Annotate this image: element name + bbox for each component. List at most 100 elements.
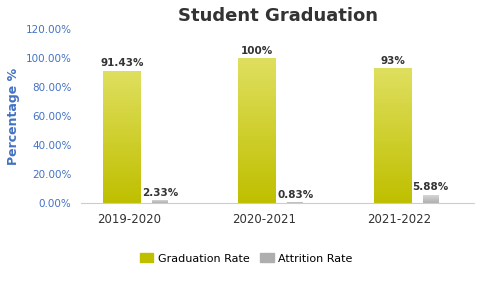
Bar: [238, 157, 276, 160]
Bar: [103, 118, 141, 121]
Bar: [373, 157, 411, 160]
Bar: [103, 73, 141, 76]
Bar: [373, 133, 411, 136]
Bar: [103, 79, 141, 81]
Bar: [103, 86, 141, 89]
Bar: [373, 84, 411, 87]
Bar: [103, 182, 141, 184]
Bar: [238, 67, 276, 70]
Bar: [103, 134, 141, 137]
Bar: [103, 105, 141, 108]
Bar: [238, 110, 276, 113]
Bar: [103, 81, 141, 84]
Bar: [238, 96, 276, 99]
Bar: [238, 70, 276, 73]
Bar: [373, 117, 411, 120]
Bar: [103, 198, 141, 200]
Bar: [373, 168, 411, 171]
Bar: [238, 160, 276, 162]
Bar: [373, 187, 411, 190]
Bar: [373, 114, 411, 117]
Bar: [373, 119, 411, 122]
Bar: [103, 174, 141, 177]
Bar: [373, 179, 411, 181]
Bar: [103, 137, 141, 140]
Bar: [103, 129, 141, 131]
Bar: [373, 82, 411, 85]
Bar: [373, 155, 411, 157]
Title: Student Graduation: Student Graduation: [177, 7, 377, 25]
Bar: [238, 162, 276, 165]
Bar: [373, 160, 411, 163]
Bar: [238, 116, 276, 119]
Bar: [373, 184, 411, 187]
Bar: [103, 92, 141, 95]
Bar: [103, 195, 141, 198]
Bar: [103, 145, 141, 147]
Bar: [238, 142, 276, 145]
Bar: [103, 102, 141, 105]
Bar: [103, 76, 141, 79]
Bar: [238, 58, 276, 61]
Bar: [103, 166, 141, 168]
Bar: [238, 200, 276, 203]
Bar: [238, 191, 276, 194]
Bar: [373, 173, 411, 176]
Bar: [373, 79, 411, 82]
Bar: [103, 142, 141, 145]
Bar: [373, 130, 411, 133]
Bar: [103, 177, 141, 179]
Bar: [373, 92, 411, 95]
Bar: [103, 171, 141, 174]
Text: 0.83%: 0.83%: [276, 190, 313, 200]
Bar: [238, 125, 276, 128]
Bar: [103, 124, 141, 126]
Bar: [373, 90, 411, 92]
Bar: [373, 109, 411, 112]
Bar: [238, 188, 276, 192]
Bar: [103, 126, 141, 129]
Bar: [373, 165, 411, 168]
Bar: [238, 131, 276, 134]
Text: 93%: 93%: [380, 56, 404, 66]
Bar: [103, 184, 141, 187]
Bar: [103, 71, 141, 73]
Bar: [238, 64, 276, 67]
Bar: [103, 150, 141, 153]
Bar: [103, 108, 141, 110]
Bar: [373, 163, 411, 165]
Bar: [103, 84, 141, 86]
Bar: [238, 78, 276, 81]
Bar: [103, 131, 141, 134]
Bar: [373, 71, 411, 74]
Bar: [103, 153, 141, 155]
Text: 100%: 100%: [240, 46, 273, 56]
Bar: [238, 145, 276, 148]
Bar: [238, 183, 276, 186]
Bar: [238, 168, 276, 171]
Bar: [103, 192, 141, 195]
Bar: [238, 128, 276, 131]
Bar: [373, 103, 411, 106]
Bar: [103, 161, 141, 163]
Bar: [103, 110, 141, 113]
Bar: [103, 155, 141, 158]
Bar: [373, 112, 411, 114]
Bar: [373, 147, 411, 149]
Bar: [238, 119, 276, 122]
Bar: [238, 154, 276, 157]
Text: 91.43%: 91.43%: [100, 58, 144, 68]
Bar: [373, 98, 411, 101]
Bar: [238, 186, 276, 188]
Bar: [238, 105, 276, 108]
Bar: [103, 116, 141, 118]
Bar: [103, 100, 141, 102]
Bar: [103, 200, 141, 203]
Bar: [238, 139, 276, 142]
Bar: [373, 127, 411, 130]
Bar: [238, 61, 276, 64]
Y-axis label: Percentage %: Percentage %: [7, 68, 20, 165]
Bar: [373, 68, 411, 71]
Bar: [103, 95, 141, 97]
Bar: [103, 147, 141, 150]
